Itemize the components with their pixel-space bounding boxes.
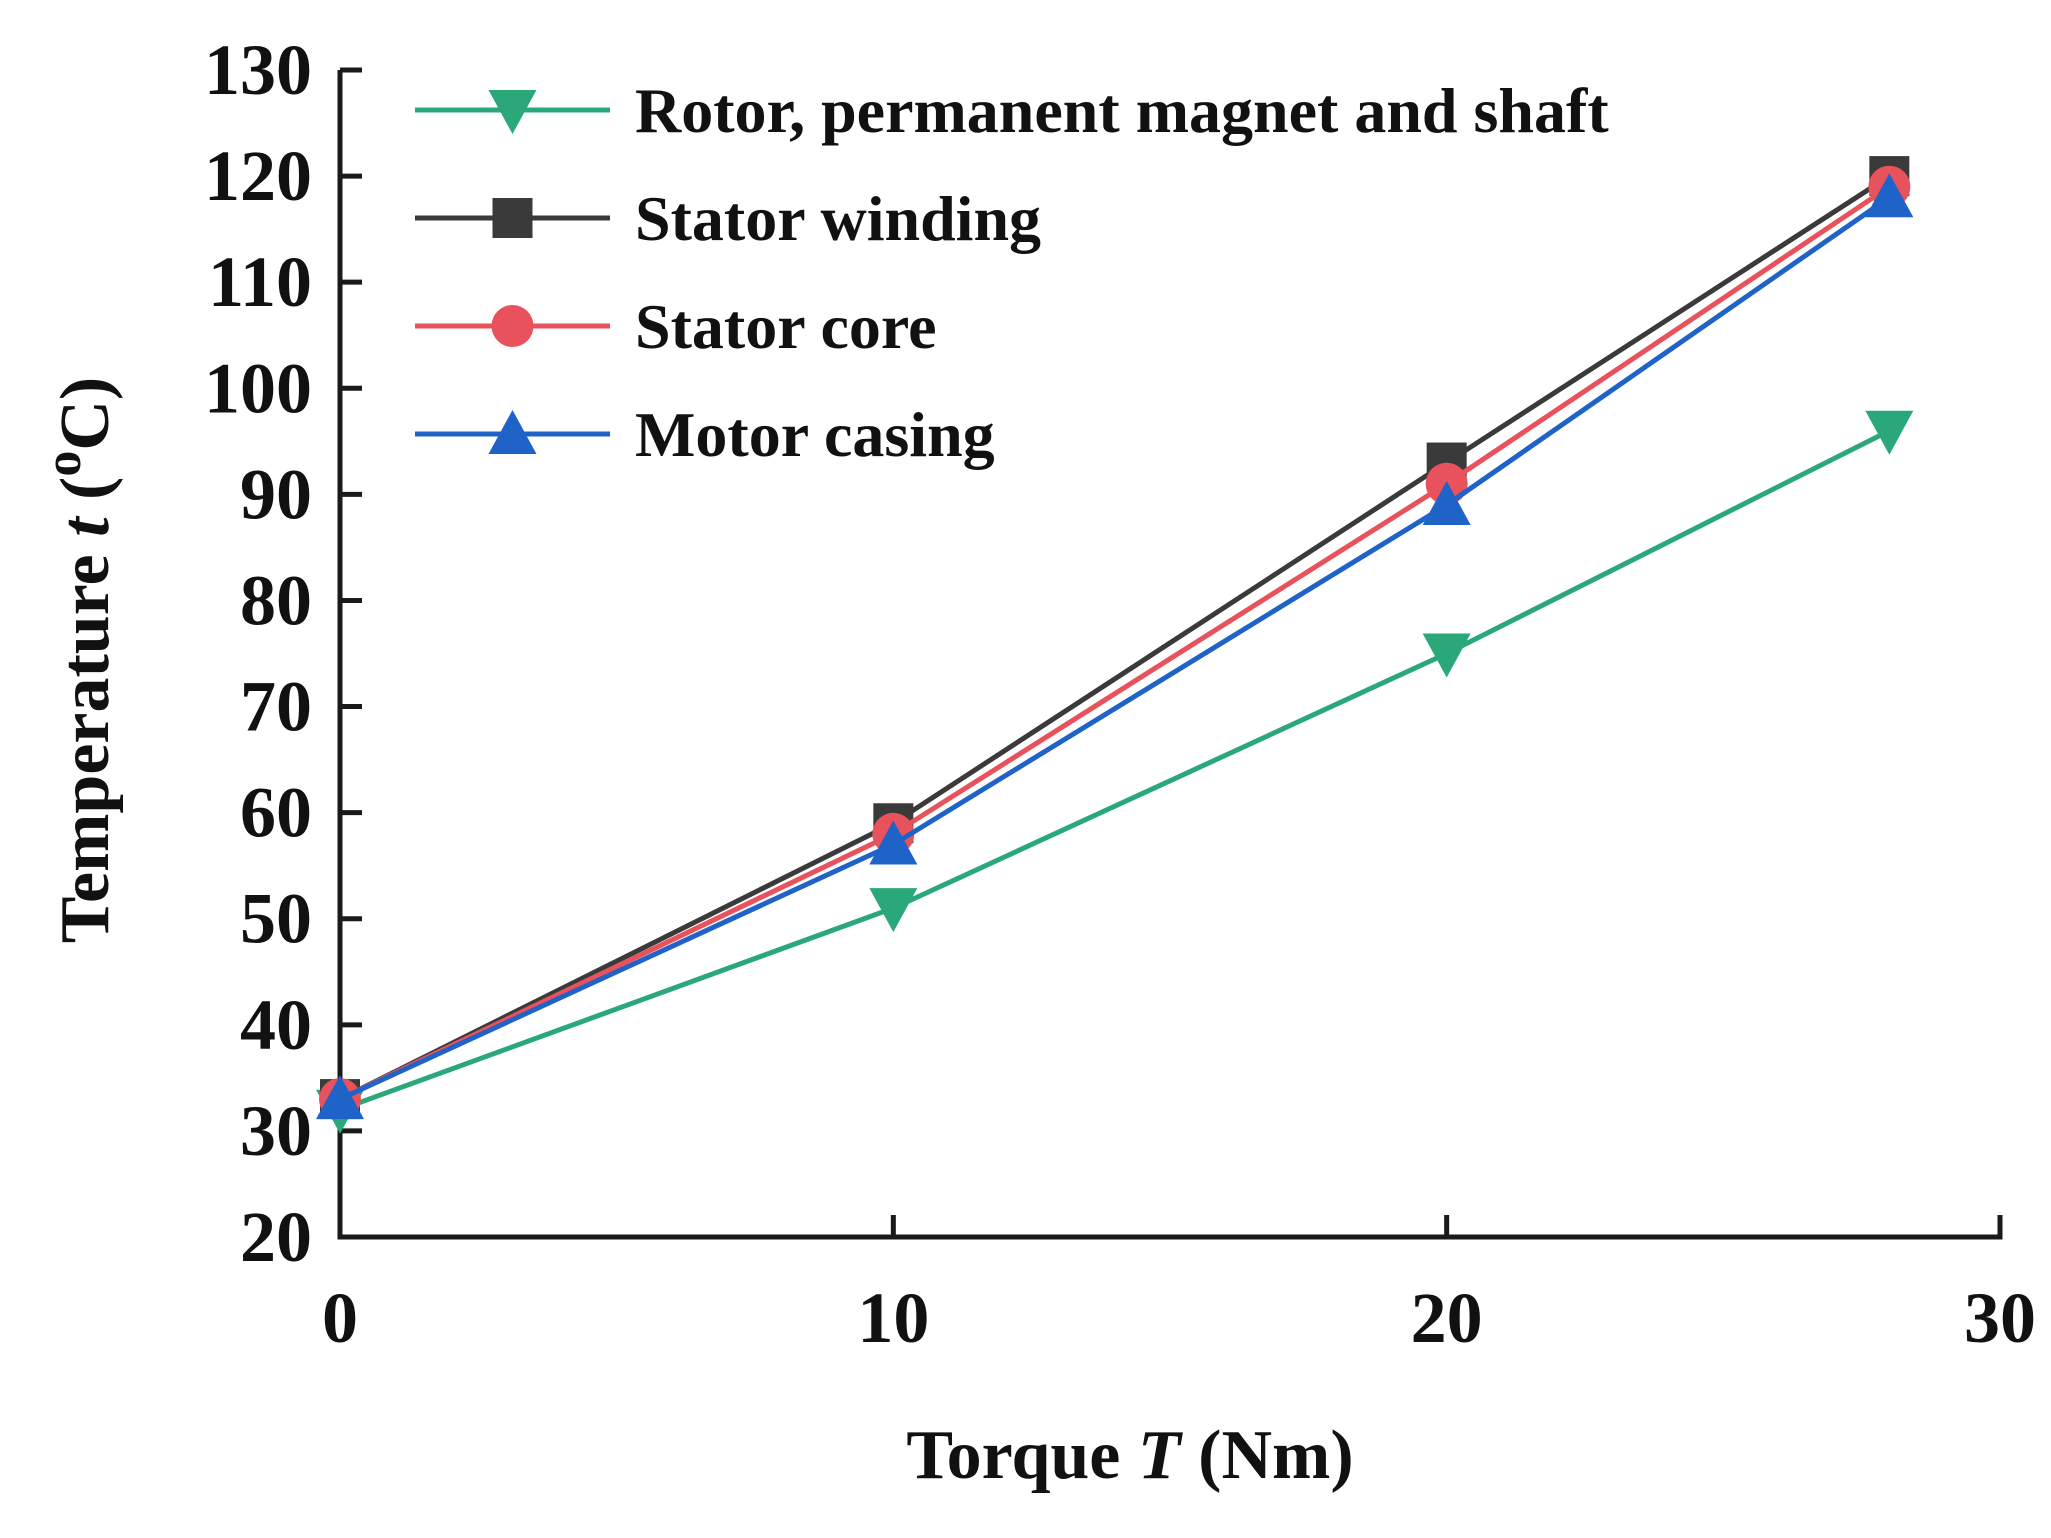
y-tick-label: 50 bbox=[240, 879, 312, 959]
legend: Rotor, permanent magnet and shaft Stator … bbox=[415, 75, 1609, 470]
x-tick-label: 20 bbox=[1411, 1278, 1483, 1358]
legend-label: Stator winding bbox=[635, 183, 1041, 254]
y-tick-label: 60 bbox=[240, 773, 312, 853]
y-tick-label: 80 bbox=[240, 560, 312, 640]
legend-label: Stator core bbox=[635, 291, 937, 362]
legend-item: Stator core bbox=[415, 291, 937, 362]
series-line bbox=[338, 173, 1891, 1102]
series-3 bbox=[316, 173, 1914, 1120]
x-tick-label: 10 bbox=[857, 1278, 929, 1358]
legend-item: Stator winding bbox=[415, 183, 1041, 254]
series-line bbox=[338, 195, 1891, 1102]
y-tick-label: 90 bbox=[240, 454, 312, 534]
marker-triangle-up bbox=[316, 1075, 364, 1120]
legend-label: Motor casing bbox=[635, 399, 995, 470]
series-layer bbox=[316, 156, 1914, 1134]
marker-triangle-down bbox=[1865, 410, 1914, 455]
marker-triangle-up bbox=[1422, 480, 1471, 525]
marker-triangle-down bbox=[869, 888, 918, 933]
marker-triangle-down bbox=[1422, 633, 1471, 678]
y-axis-title: Temperature t (oC) bbox=[35, 377, 124, 943]
series-line bbox=[339, 428, 1891, 1113]
marker-triangle-up bbox=[1865, 173, 1914, 218]
marker-triangle-up bbox=[869, 820, 918, 865]
y-tick-label: 100 bbox=[204, 348, 312, 428]
marker-triangle-down bbox=[488, 90, 537, 134]
series-0 bbox=[316, 410, 1914, 1134]
x-tick-label: 0 bbox=[322, 1278, 358, 1358]
marker-circle bbox=[491, 305, 534, 347]
y-tick-label: 20 bbox=[240, 1197, 312, 1277]
marker-triangle-up bbox=[488, 410, 537, 454]
y-tick-label: 40 bbox=[240, 985, 312, 1065]
series-2 bbox=[319, 165, 1911, 1121]
y-tick-label: 70 bbox=[240, 667, 312, 747]
axis-frame bbox=[337, 70, 2003, 1240]
y-tick-label: 120 bbox=[204, 136, 312, 216]
x-axis-title: Torque T (Nm) bbox=[906, 1417, 1353, 1494]
legend-label: Rotor, permanent magnet and shaft bbox=[635, 75, 1609, 146]
y-tick-label: 110 bbox=[208, 242, 312, 322]
axes: 20 30 40 50 60 70 80 90 100 110 120 130 0 10 20 30 bbox=[204, 30, 2036, 1358]
legend-item: Rotor, permanent magnet and shaft bbox=[415, 75, 1609, 146]
series-1 bbox=[320, 156, 1910, 1120]
y-tick-label: 30 bbox=[240, 1091, 312, 1171]
y-tick-label: 130 bbox=[204, 30, 312, 110]
x-tick-label: 30 bbox=[1964, 1278, 2036, 1358]
marker-square bbox=[492, 198, 533, 238]
series-line bbox=[338, 184, 1891, 1102]
legend-item: Motor casing bbox=[415, 399, 995, 470]
